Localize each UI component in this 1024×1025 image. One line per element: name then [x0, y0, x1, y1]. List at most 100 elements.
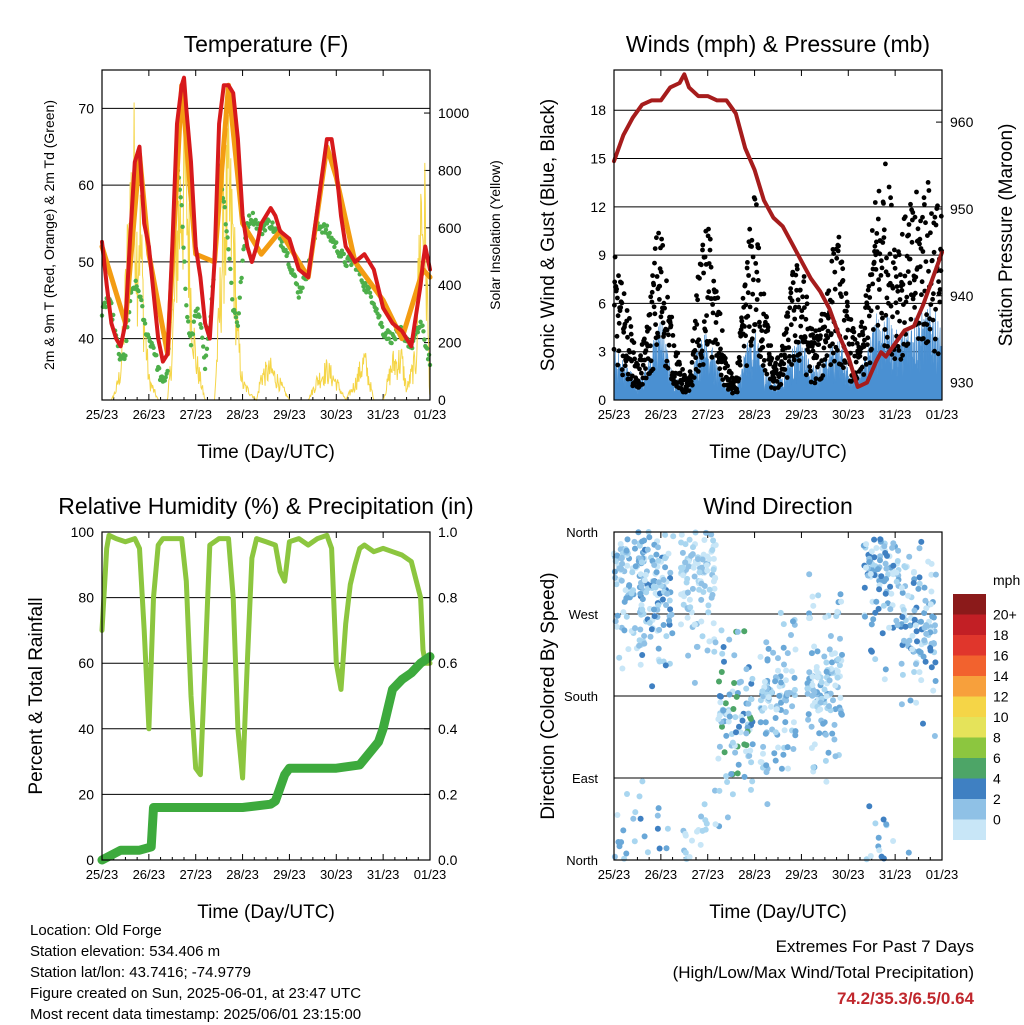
direction-point — [678, 539, 685, 546]
direction-point — [684, 614, 691, 621]
x-tick-label: 26/23 — [133, 867, 166, 882]
gust-point — [648, 294, 654, 300]
direction-point — [932, 622, 938, 629]
gust-point — [654, 342, 660, 347]
direction-point — [622, 587, 629, 594]
legend-label: 14 — [993, 668, 1009, 684]
direction-point — [724, 814, 731, 821]
direction-point — [907, 697, 914, 704]
rh-series — [99, 532, 433, 781]
gust-point — [652, 246, 658, 252]
x-tick-label: 29/23 — [785, 407, 818, 422]
gust-point — [689, 360, 695, 365]
dewpoint-point — [421, 329, 426, 334]
gust-point — [642, 336, 647, 342]
direction-point — [616, 654, 623, 661]
gust-point — [741, 343, 747, 349]
direction-point — [731, 680, 738, 686]
gust-point — [657, 283, 663, 289]
direction-point — [831, 721, 838, 728]
direction-point — [711, 648, 718, 655]
direction-point — [782, 709, 789, 715]
gust-point — [702, 254, 708, 260]
dewpoint-point — [266, 218, 272, 224]
gust-point — [867, 360, 873, 366]
direction-point — [757, 719, 764, 726]
dewpoint-point — [377, 313, 382, 318]
gust-point — [913, 274, 919, 280]
dewpoint-point — [123, 353, 128, 358]
gust-point — [896, 348, 902, 353]
direction-point — [863, 564, 869, 571]
direction-point — [764, 656, 771, 663]
precip-series — [97, 652, 435, 865]
gust-point — [799, 314, 805, 320]
direction-point — [886, 624, 893, 631]
direction-point — [893, 569, 900, 576]
gust-point — [804, 294, 810, 300]
gust-point — [627, 349, 633, 355]
gust-point — [865, 287, 871, 293]
gust-point — [692, 348, 698, 353]
y-tick-label-right: 1.0 — [438, 524, 458, 540]
gust-point — [813, 328, 819, 334]
gust-point — [744, 265, 750, 271]
direction-point — [723, 773, 730, 780]
direction-point — [638, 602, 645, 609]
gust-point — [713, 320, 719, 325]
gust-point — [620, 372, 625, 378]
direction-point — [655, 544, 661, 551]
x-tick-label: 29/23 — [273, 867, 306, 882]
direction-point — [781, 661, 787, 668]
y-tick-label: 6 — [598, 295, 606, 311]
direction-point — [743, 730, 750, 737]
x-tick-label: 31/23 — [879, 867, 912, 882]
gust-point — [643, 366, 648, 371]
gust-point — [690, 338, 696, 344]
gust-point — [757, 324, 763, 329]
gust-point — [700, 247, 705, 253]
gust-point — [686, 382, 691, 388]
gust-point — [909, 239, 915, 245]
y-tick-label-right: 0 — [438, 392, 446, 408]
direction-point — [624, 536, 631, 543]
direction-point — [721, 658, 727, 665]
dewpoint-point — [368, 294, 374, 299]
gust-point — [861, 372, 867, 377]
gust-point — [719, 328, 725, 333]
direction-point — [741, 773, 748, 780]
x-tick-label: 01/23 — [414, 407, 447, 422]
dewpoint-point — [133, 278, 138, 284]
gust-point — [866, 313, 872, 319]
gust-point — [648, 358, 654, 364]
gust-point — [742, 282, 748, 288]
direction-point — [821, 653, 828, 660]
y-tick-label-right: 800 — [438, 162, 462, 178]
legend-swatch — [953, 758, 986, 779]
gust-point — [810, 332, 816, 337]
direction-point — [694, 828, 700, 835]
gust-point — [628, 331, 634, 337]
y-tick-label-right: 940 — [950, 288, 974, 304]
y-tick-label: 70 — [78, 100, 94, 116]
gust-point — [635, 362, 640, 368]
gust-point — [840, 266, 846, 272]
direction-point — [808, 650, 815, 657]
gust-point — [893, 274, 899, 279]
gust-point — [670, 333, 676, 338]
gust-point — [835, 347, 840, 353]
direction-point — [773, 706, 780, 713]
direction-point — [822, 614, 829, 621]
gust-point — [707, 236, 713, 242]
direction-point — [690, 564, 697, 571]
direction-point — [922, 658, 929, 665]
dewpoint-point — [181, 245, 186, 250]
dewpoint-point — [183, 286, 188, 291]
direction-point — [702, 826, 709, 833]
gust-point — [925, 233, 930, 239]
gust-point — [897, 297, 903, 302]
dewpoint-point — [418, 319, 423, 325]
direction-point — [777, 609, 784, 616]
gust-point — [893, 254, 898, 259]
direction-point — [662, 662, 669, 669]
